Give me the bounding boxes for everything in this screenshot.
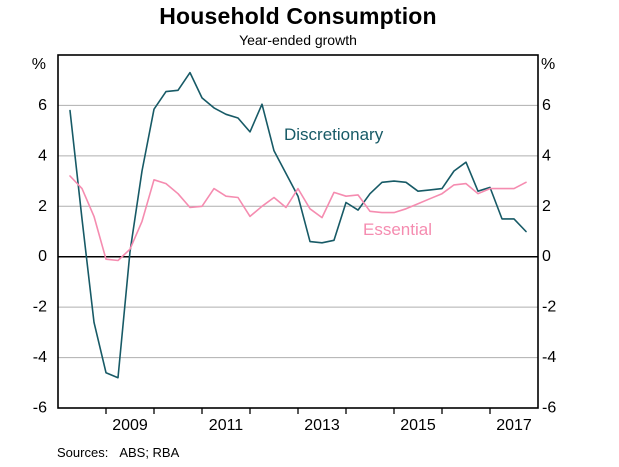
y-axis-label-right: -6	[542, 400, 556, 417]
y-axis-label-left: 0	[38, 248, 47, 265]
sources-label: Sources:	[57, 445, 109, 460]
sources-value: ABS; RBA	[119, 445, 180, 460]
y-axis-unit-left: %	[31, 56, 46, 73]
y-axis-label-right: -2	[542, 299, 556, 316]
y-axis-label-right: 4	[542, 147, 551, 164]
discretionary-series-label: Discretionary	[284, 125, 384, 144]
discretionary-line	[69, 71, 527, 379]
y-axis-label-right: 0	[542, 248, 551, 265]
x-axis-label: 2015	[400, 417, 436, 434]
y-axis-label-left: -4	[33, 349, 47, 366]
page-title: Household Consumption	[159, 3, 437, 29]
sources-note: Sources: ABS; RBA	[57, 445, 179, 460]
x-axis-label: 2013	[304, 417, 340, 434]
x-axis-label: 2011	[209, 417, 244, 434]
y-axis-label-right: -4	[542, 349, 556, 366]
page-subtitle: Year-ended growth	[239, 32, 357, 48]
y-axis-label-right: 2	[542, 198, 551, 215]
essential-line	[69, 175, 527, 262]
x-axis-label: 2017	[496, 417, 532, 434]
essential-series-label: Essential	[363, 220, 432, 239]
y-axis-label-right: 6	[542, 97, 551, 114]
x-axis-label: 2009	[112, 417, 148, 434]
y-axis-label-left: -6	[33, 400, 47, 417]
plot-border	[57, 54, 539, 409]
y-axis-unit-right: %	[541, 56, 556, 73]
y-axis-label-left: 6	[38, 97, 47, 114]
y-axis-label-left: 4	[38, 147, 47, 164]
y-axis-label-left: 2	[38, 198, 47, 215]
y-axis-label-left: -2	[33, 299, 47, 316]
